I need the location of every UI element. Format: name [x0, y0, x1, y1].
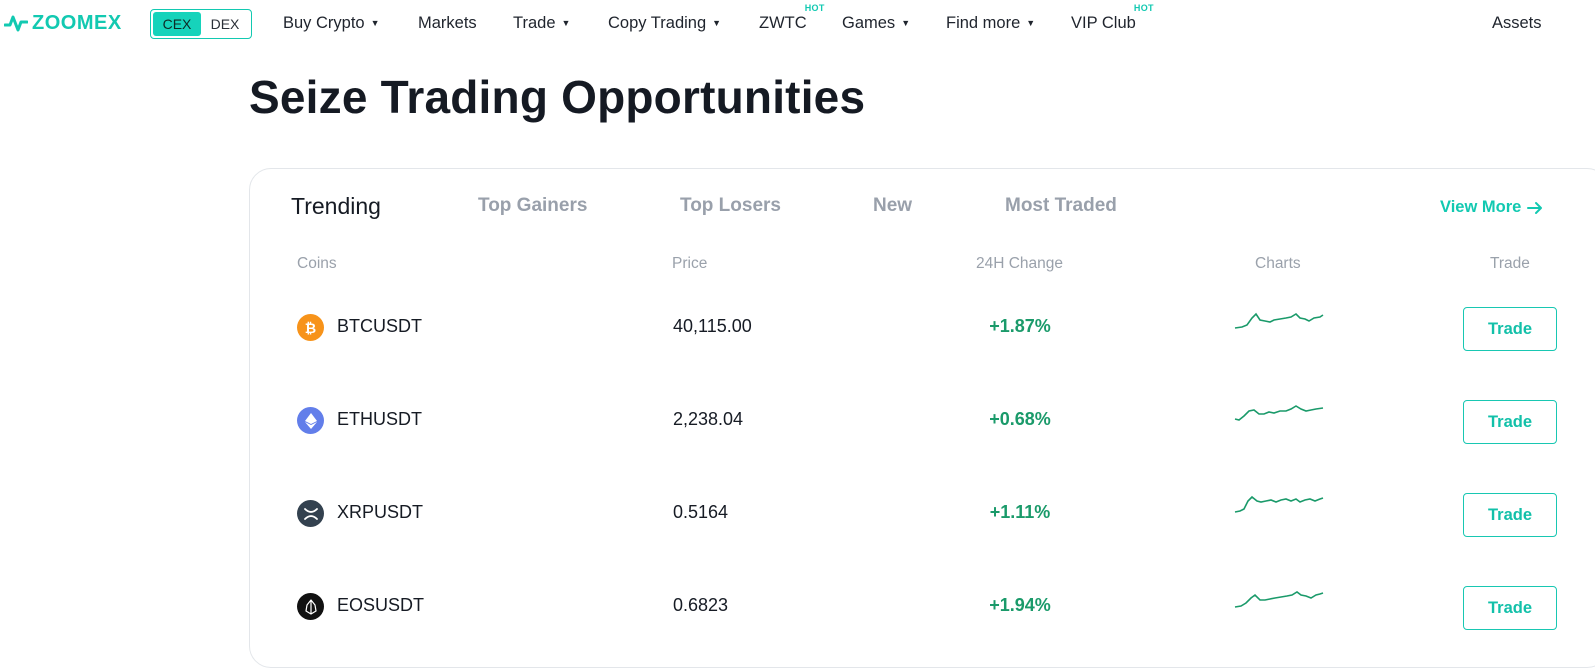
nav-find-more[interactable]: Find more ▼	[946, 12, 1035, 34]
eos-icon	[297, 593, 324, 620]
table-row[interactable]: ETHUSDT 2,238.04 +0.68% Trade	[250, 391, 1590, 451]
nav-buy-crypto[interactable]: Buy Crypto ▼	[283, 12, 380, 34]
brand-logo[interactable]: ZOOMEX	[4, 10, 122, 36]
view-more-link[interactable]: View More	[1440, 198, 1543, 217]
trade-button[interactable]: Trade	[1463, 586, 1557, 630]
caret-down-icon: ▼	[561, 18, 571, 28]
dex-option[interactable]: DEX	[210, 16, 240, 32]
nav-trade[interactable]: Trade ▼	[513, 12, 570, 34]
coin-symbol: BTCUSDT	[337, 316, 422, 336]
coin-symbol: ETHUSDT	[337, 409, 422, 429]
sparkline-chart	[1234, 312, 1324, 329]
hot-badge: HOT	[804, 3, 825, 13]
coin-price: 0.6823	[673, 595, 729, 615]
coin-price: 0.5164	[673, 502, 729, 522]
column-header-24h-change: 24H Change	[976, 255, 1064, 272]
caret-down-icon: ▼	[370, 18, 380, 28]
brand-name: ZOOMEX	[32, 11, 122, 34]
nav-copy-trading[interactable]: Copy Trading ▼	[608, 12, 721, 34]
cex-option[interactable]: CEX	[153, 12, 201, 36]
column-header-coins: Coins	[297, 255, 337, 272]
coin-price: 2,238.04	[673, 409, 744, 429]
xrp-icon	[297, 500, 324, 527]
tab-trending[interactable]: Trending	[291, 193, 381, 219]
coin-change: +0.68%	[989, 409, 1051, 429]
tab-top-gainers[interactable]: Top Gainers	[478, 195, 588, 216]
view-more-label: View More	[1440, 198, 1522, 216]
tab-new[interactable]: New	[873, 195, 913, 216]
nav-label: Copy Trading	[608, 13, 707, 32]
ethereum-icon	[297, 407, 324, 434]
coin-symbol: XRPUSDT	[337, 502, 424, 522]
market-card: Trending Top Gainers Top Losers New Most…	[249, 168, 1595, 668]
cex-dex-switch[interactable]: CEX DEX	[150, 9, 252, 39]
nav-markets[interactable]: Markets	[418, 12, 477, 34]
nav-vip-club[interactable]: VIP Club HOT	[1071, 3, 1154, 34]
nav-label: ZWTC	[759, 13, 807, 32]
hot-badge: HOT	[1133, 3, 1154, 13]
sparkline-chart	[1234, 591, 1324, 608]
coin-price: 40,115.00	[673, 316, 752, 336]
tab-most-traded[interactable]: Most Traded	[1005, 195, 1117, 216]
trade-button[interactable]: Trade	[1463, 493, 1557, 537]
nav-label: Buy Crypto	[283, 13, 365, 32]
column-header-price: Price	[672, 255, 708, 272]
nav-label: Markets	[418, 13, 477, 32]
coin-change: +1.11%	[989, 502, 1051, 522]
table-row[interactable]: XRPUSDT 0.5164 +1.11% Trade	[250, 484, 1590, 544]
coin-symbol: EOSUSDT	[337, 595, 425, 615]
caret-down-icon: ▼	[1026, 18, 1036, 28]
arrow-right-icon	[1527, 201, 1543, 214]
trade-button[interactable]: Trade	[1463, 307, 1557, 351]
nav-label: Find more	[946, 13, 1021, 32]
nav-assets[interactable]: Assets	[1492, 12, 1542, 34]
sparkline-chart	[1234, 405, 1324, 421]
table-row[interactable]: ₿ BTCUSDT 40,115.00 +1.87% Trade	[250, 298, 1590, 358]
table-row[interactable]: EOSUSDT 0.6823 +1.94% Trade	[250, 577, 1590, 637]
sparkline-chart	[1234, 495, 1324, 513]
nav-zwtc[interactable]: ZWTC HOT	[759, 3, 824, 34]
caret-down-icon: ▼	[712, 18, 722, 28]
coin-change: +1.94%	[989, 595, 1051, 615]
caret-down-icon: ▼	[901, 18, 911, 28]
tab-top-losers[interactable]: Top Losers	[680, 195, 781, 216]
coin-change: +1.87%	[989, 316, 1051, 336]
bitcoin-icon: ₿	[297, 314, 324, 341]
column-header-trade: Trade	[1490, 255, 1530, 272]
nav-label: VIP Club	[1071, 13, 1136, 32]
nav-label: Assets	[1492, 13, 1542, 32]
nav-games[interactable]: Games ▼	[842, 12, 910, 34]
nav-label: Trade	[513, 13, 556, 32]
zoomex-logo-icon	[4, 15, 28, 32]
top-nav: ZOOMEX CEX DEX Buy Crypto ▼ Markets Trad…	[0, 0, 1595, 44]
column-header-charts: Charts	[1255, 255, 1301, 272]
nav-label: Games	[842, 13, 896, 32]
trade-button[interactable]: Trade	[1463, 400, 1557, 444]
page-title: Seize Trading Opportunities	[249, 71, 866, 123]
